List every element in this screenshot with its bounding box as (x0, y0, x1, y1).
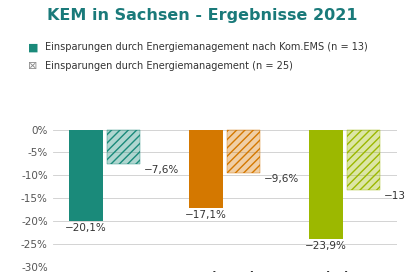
Text: −7,6%: −7,6% (144, 165, 179, 175)
Text: ■: ■ (28, 42, 39, 52)
Text: −13,2%: −13,2% (384, 191, 405, 201)
Bar (309, 130, 343, 239)
Bar (189, 130, 223, 208)
Text: −17,1%: −17,1% (185, 209, 227, 220)
Text: −9,6%: −9,6% (264, 174, 299, 184)
Bar (227, 130, 260, 174)
Bar (347, 130, 380, 190)
Bar (347, 130, 380, 190)
Bar (107, 130, 140, 164)
Text: KEM in Sachsen - Ergebnisse 2021: KEM in Sachsen - Ergebnisse 2021 (47, 8, 358, 23)
Text: ⊠: ⊠ (28, 61, 38, 71)
Text: −23,9%: −23,9% (305, 240, 347, 251)
Text: −20,1%: −20,1% (65, 223, 107, 233)
Text: Einsparungen durch Energiemanagement nach Kom.EMS (n = 13): Einsparungen durch Energiemanagement nac… (45, 42, 367, 52)
Bar (227, 130, 260, 174)
Text: Einsparungen durch Energiemanagement (n = 25): Einsparungen durch Energiemanagement (n … (45, 61, 292, 71)
Bar (69, 130, 103, 221)
Bar (107, 130, 140, 164)
